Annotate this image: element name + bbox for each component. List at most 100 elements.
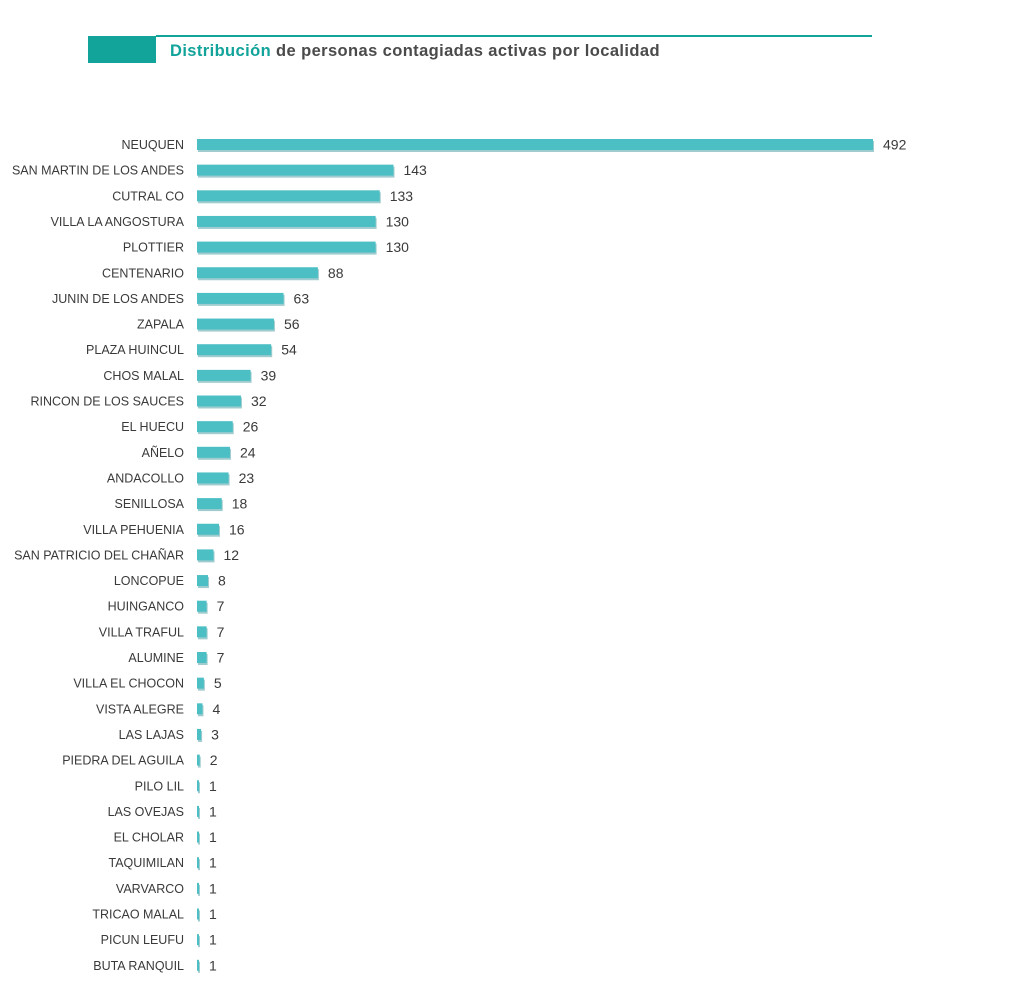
category-label: AÑELO: [142, 446, 185, 460]
bar-row: AÑELO 24: [142, 444, 256, 460]
bar-row: LONCOPUE 8: [114, 573, 226, 589]
value-label: 130: [386, 213, 410, 229]
chart-title: Distribución de personas contagiadas act…: [170, 42, 660, 61]
value-label: 133: [390, 188, 414, 204]
bar-row: LAS OVEJAS 1: [108, 803, 217, 819]
bar-row: TRICAO MALAL 1: [92, 906, 217, 922]
bar: [197, 600, 207, 612]
bar: [197, 908, 199, 920]
bar-row: ANDACOLLO 23: [107, 470, 254, 486]
bar: [197, 703, 203, 715]
bar: [197, 241, 376, 253]
bar: [197, 728, 202, 740]
bar: [197, 164, 394, 176]
bar: [197, 549, 214, 561]
value-label: 7: [217, 624, 225, 640]
category-label: PLOTTIER: [123, 241, 184, 255]
bar: [197, 344, 272, 356]
value-label: 143: [403, 162, 427, 178]
value-label: 1: [209, 778, 217, 794]
value-label: 32: [251, 393, 267, 409]
bar-row: TAQUIMILAN 1: [109, 855, 217, 871]
bar: [197, 523, 219, 535]
bar: [197, 190, 380, 202]
value-label: 7: [217, 598, 225, 614]
value-label: 23: [239, 470, 255, 486]
category-label: VARVARCO: [116, 882, 184, 896]
category-label: ZAPALA: [137, 318, 185, 332]
value-label: 18: [232, 496, 248, 512]
category-label: HUINGANCO: [108, 600, 185, 614]
bar: [197, 677, 204, 689]
category-label: EL HUECU: [121, 420, 184, 434]
value-label: 26: [243, 419, 259, 435]
bar: [197, 934, 199, 946]
chart-title-rest: de personas contagiadas activas por loca…: [271, 42, 660, 60]
header-rule: [156, 35, 872, 37]
value-label: 1: [209, 880, 217, 896]
bar: [197, 626, 207, 638]
category-label: PILO LIL: [135, 779, 184, 793]
value-label: 2: [210, 752, 218, 768]
bar-row: CUTRAL CO 133: [112, 188, 413, 204]
category-label: CUTRAL CO: [112, 189, 184, 203]
category-label: NEUQUEN: [121, 138, 184, 152]
bar: [197, 369, 251, 381]
bar: [197, 421, 233, 433]
value-label: 1: [209, 906, 217, 922]
category-label: BUTA RANQUIL: [93, 959, 184, 973]
value-label: 1: [209, 855, 217, 871]
value-label: 88: [328, 265, 344, 281]
category-label: SENILLOSA: [115, 497, 185, 511]
category-label: TAQUIMILAN: [109, 856, 184, 870]
bar: [197, 472, 229, 484]
bar: [197, 652, 207, 663]
value-label: 54: [281, 342, 297, 358]
category-label: RINCON DE LOS SAUCES: [30, 395, 184, 409]
value-label: 63: [294, 290, 310, 306]
bar-row: VISTA ALEGRE 4: [96, 701, 221, 717]
bar: [197, 395, 241, 407]
bar: [197, 446, 230, 458]
bar-row: SENILLOSA 18: [115, 496, 248, 512]
category-label: LONCOPUE: [114, 574, 184, 588]
value-label: 4: [212, 701, 220, 717]
bar-row: VILLA EL CHOCON 5: [73, 675, 222, 691]
bar-row: ZAPALA 56: [137, 316, 300, 332]
bar-row: ALUMINE 7: [128, 650, 224, 666]
value-label: 12: [223, 547, 239, 563]
bar-row: PIEDRA DEL AGUILA 2: [62, 752, 218, 768]
category-label: VISTA ALEGRE: [96, 702, 184, 716]
value-label: 7: [217, 650, 225, 666]
category-label: LAS LAJAS: [119, 728, 184, 742]
bar-row: PILO LIL 1: [135, 778, 217, 794]
bar-row: HUINGANCO 7: [108, 598, 225, 614]
category-label: JUNIN DE LOS ANDES: [52, 292, 184, 306]
value-label: 492: [883, 137, 907, 153]
value-label: 1: [209, 829, 217, 845]
bar: [197, 882, 199, 894]
bar-row: BUTA RANQUIL 1: [93, 957, 217, 973]
category-label: ANDACOLLO: [107, 471, 184, 485]
category-label: EL CHOLAR: [114, 831, 184, 845]
value-label: 39: [261, 367, 277, 383]
value-label: 3: [211, 726, 219, 742]
bar-row: VILLA TRAFUL 7: [99, 624, 225, 640]
bar-row: VILLA PEHUENIA 16: [83, 521, 245, 537]
bar-row: EL CHOLAR 1: [114, 829, 217, 845]
bar: [197, 498, 222, 510]
bar: [197, 215, 376, 227]
category-label: PICUN LEUFU: [101, 933, 184, 947]
bar-row: EL HUECU 26: [121, 419, 258, 435]
category-label: VILLA PEHUENIA: [83, 523, 184, 537]
value-label: 8: [218, 573, 226, 589]
category-label: CENTENARIO: [102, 266, 184, 280]
bar-row: NEUQUEN 492: [121, 137, 906, 153]
category-label: CHOS MALAL: [103, 369, 184, 383]
value-label: 16: [229, 521, 245, 537]
bar: [197, 805, 199, 817]
chart-title-accent: Distribución: [170, 42, 272, 60]
value-label: 130: [386, 239, 410, 255]
bar-row: PICUN LEUFU 1: [101, 932, 217, 948]
